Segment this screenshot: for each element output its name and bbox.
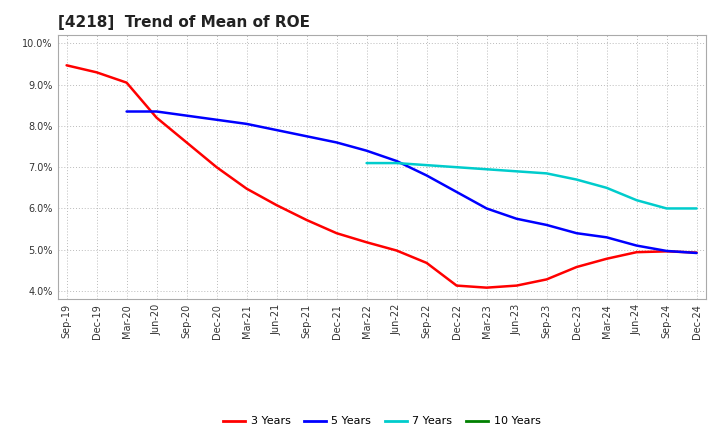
7 Years [452, 165, 461, 170]
Line: 3 Years: 3 Years [66, 65, 697, 288]
3 Years [362, 240, 371, 245]
5 Years [122, 109, 131, 114]
3 Years [153, 115, 161, 120]
3 Years [542, 277, 551, 282]
5 Years [482, 206, 491, 211]
5 Years [693, 250, 701, 256]
5 Years [302, 134, 311, 139]
5 Years [513, 216, 521, 221]
3 Years [632, 249, 641, 255]
5 Years [632, 243, 641, 248]
7 Years [362, 161, 371, 166]
5 Years [153, 109, 161, 114]
3 Years [482, 285, 491, 290]
7 Years [513, 169, 521, 174]
3 Years [92, 70, 101, 75]
5 Years [182, 113, 191, 118]
5 Years [452, 189, 461, 194]
7 Years [662, 206, 671, 211]
5 Years [212, 117, 221, 122]
3 Years [272, 202, 281, 208]
Line: 5 Years: 5 Years [127, 111, 697, 253]
Text: [4218]  Trend of Mean of ROE: [4218] Trend of Mean of ROE [58, 15, 310, 30]
3 Years [422, 260, 431, 265]
5 Years [242, 121, 251, 127]
3 Years [122, 80, 131, 85]
7 Years [422, 162, 431, 168]
5 Years [272, 128, 281, 133]
7 Years [693, 206, 701, 211]
3 Years [212, 165, 221, 170]
3 Years [392, 248, 401, 253]
Line: 7 Years: 7 Years [366, 163, 697, 209]
7 Years [632, 198, 641, 203]
3 Years [182, 140, 191, 145]
3 Years [513, 283, 521, 288]
5 Years [333, 140, 341, 145]
3 Years [572, 264, 581, 270]
5 Years [662, 248, 671, 253]
7 Years [602, 185, 611, 191]
7 Years [542, 171, 551, 176]
3 Years [602, 256, 611, 261]
3 Years [62, 62, 71, 68]
7 Years [482, 167, 491, 172]
5 Years [602, 235, 611, 240]
3 Years [242, 186, 251, 191]
5 Years [392, 158, 401, 164]
5 Years [362, 148, 371, 153]
Legend: 3 Years, 5 Years, 7 Years, 10 Years: 3 Years, 5 Years, 7 Years, 10 Years [218, 412, 545, 431]
3 Years [302, 217, 311, 223]
3 Years [662, 249, 671, 254]
3 Years [693, 250, 701, 255]
3 Years [333, 231, 341, 236]
7 Years [392, 161, 401, 166]
3 Years [452, 283, 461, 288]
5 Years [572, 231, 581, 236]
5 Years [422, 173, 431, 178]
5 Years [542, 222, 551, 227]
7 Years [572, 177, 581, 182]
